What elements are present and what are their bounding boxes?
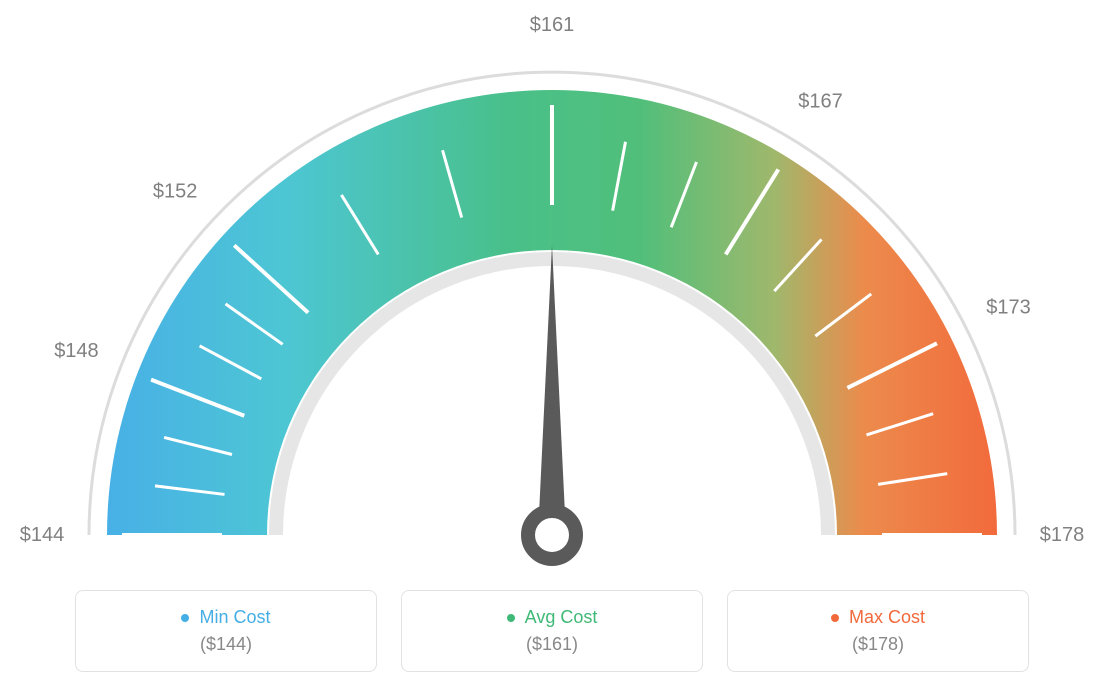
legend-title-min: Min Cost — [181, 607, 270, 628]
legend-dot-icon — [831, 614, 839, 622]
legend-title-max: Max Cost — [831, 607, 925, 628]
legend-box-avg: Avg Cost ($161) — [401, 590, 703, 672]
legend-title-avg: Avg Cost — [507, 607, 598, 628]
legend-box-min: Min Cost ($144) — [75, 590, 377, 672]
scale-label: $152 — [153, 180, 198, 202]
cost-gauge-chart: $144 $148 $152 $161 $167 $173 $178 Min Cost ($1… — [0, 0, 1104, 690]
scale-label: $148 — [54, 340, 99, 362]
legend-label: Avg Cost — [525, 607, 598, 628]
scale-label: $173 — [986, 297, 1031, 319]
gauge-svg: $144 $148 $152 $161 $167 $173 $178 — [0, 0, 1104, 690]
legend-box-max: Max Cost ($178) — [727, 590, 1029, 672]
legend-value: ($161) — [526, 634, 578, 655]
scale-label: $161 — [530, 14, 575, 36]
needle — [538, 245, 566, 535]
legend-dot-icon — [507, 614, 515, 622]
legend-label: Max Cost — [849, 607, 925, 628]
scale-label: $167 — [798, 90, 843, 112]
legend-value: ($178) — [852, 634, 904, 655]
scale-label: $144 — [20, 524, 65, 546]
scale-label: $178 — [1040, 524, 1085, 546]
legend-row: Min Cost ($144) Avg Cost ($161) Max Cost ($17… — [0, 590, 1104, 672]
legend-dot-icon — [181, 614, 189, 622]
legend-value: ($144) — [200, 634, 252, 655]
needle-hub — [528, 511, 576, 559]
legend-label: Min Cost — [199, 607, 270, 628]
